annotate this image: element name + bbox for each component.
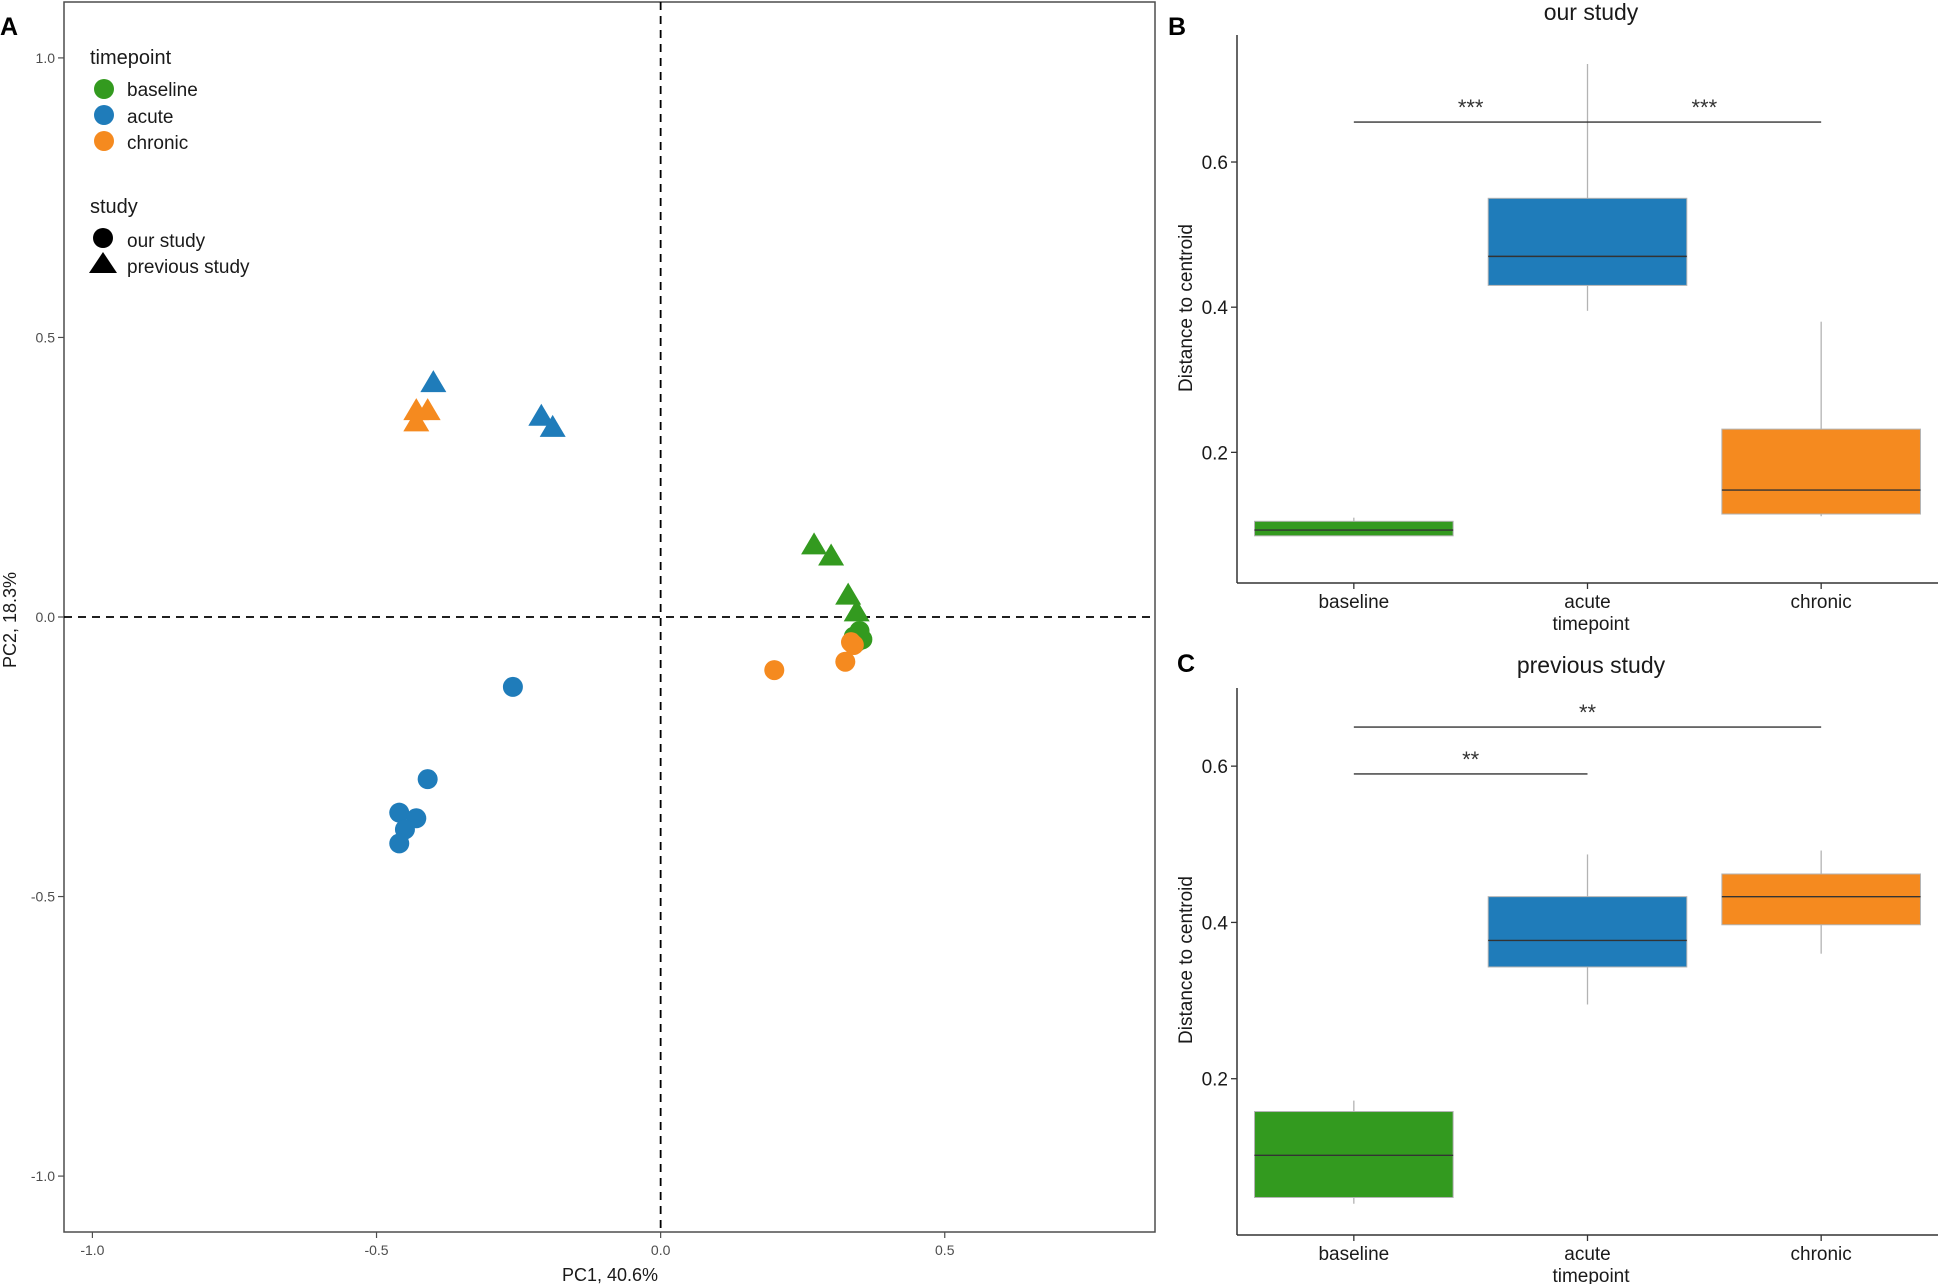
boxplot-c-box-chronic — [1721, 873, 1921, 926]
boxplot-b-box-baseline — [1254, 520, 1454, 537]
legend-circle-shape-icon — [93, 228, 113, 248]
boxplot-c-x-tick-label: baseline — [1318, 1244, 1389, 1265]
boxplot-b-y-tick-label: 0.2 — [1202, 443, 1228, 464]
pca-point-acute-circle — [502, 676, 523, 697]
legend-triangle-shape-icon — [89, 252, 117, 273]
pca-point-chronic-triangle — [414, 398, 441, 421]
boxplot-b-body: 0.2 0.4 0.6 baseline acute chronic *** *** — [1202, 35, 1938, 613]
pca-point-chronic-circle — [764, 660, 785, 681]
pca-x-tick-label: 0.0 — [651, 1242, 671, 1258]
boxplot-b-x-tick-label: baseline — [1318, 592, 1389, 613]
legend-previous-study-label: previous study — [127, 257, 250, 278]
boxplot-c-x-tick-label: chronic — [1791, 1244, 1852, 1265]
pca-point-chronic-circle — [835, 651, 856, 672]
pca-y-tick-label: -0.5 — [31, 889, 55, 905]
boxplot-c-box-acute — [1487, 896, 1688, 968]
boxplot-c-x-tick-label: acute — [1564, 1244, 1610, 1265]
legend-study-title: study — [90, 196, 138, 218]
legend-acute-label: acute — [127, 107, 173, 128]
boxplot-b-box-chronic — [1721, 428, 1921, 515]
boxplot-b-y-title: Distance to centroid — [1176, 224, 1197, 392]
pca-y-tick-label: 0.5 — [36, 329, 56, 345]
pca-x-axis-title: PC1, 40.6% — [562, 1265, 658, 1284]
pca-point-acute-triangle — [528, 403, 555, 426]
pca-point-acute-triangle — [420, 370, 447, 393]
pca-point-baseline-triangle — [835, 582, 862, 605]
boxplot-b-title: our study — [1544, 0, 1639, 25]
boxplot-c-y-tick-label: 0.6 — [1202, 757, 1228, 778]
pca-points — [389, 370, 873, 854]
pca-y-axis-title: PC2, 18.3% — [0, 572, 20, 668]
legend-timepoint-title: timepoint — [90, 47, 172, 69]
boxplot-b-box-acute — [1487, 197, 1688, 286]
boxplot-c-title: previous study — [1517, 652, 1666, 678]
boxplot-c-y-tick-label: 0.2 — [1202, 1070, 1228, 1091]
legend-baseline-swatch — [94, 79, 114, 99]
boxplot-our-study: our study 0.2 0.4 0.6 baseline acute chronic *… — [1176, 0, 1938, 635]
boxplot-c-x-title: timepoint — [1552, 1266, 1630, 1284]
boxplot-previous-study: previous study 0.2 0.4 0.6 baseline acute chr… — [1176, 652, 1938, 1284]
boxplot-b-x-tick-label: chronic — [1791, 592, 1852, 613]
pca-x-tick-label: 0.5 — [935, 1242, 955, 1258]
boxplot-b-y-tick-label: 0.6 — [1202, 153, 1228, 174]
legend-acute-swatch — [94, 105, 114, 125]
pca-y-tick-label: -1.0 — [31, 1168, 55, 1184]
legend-chronic-label: chronic — [127, 133, 188, 154]
boxplot-c-box-baseline — [1254, 1111, 1454, 1198]
boxplot-b-significance-label: *** — [1691, 95, 1717, 120]
panel-letter-a: A — [0, 13, 18, 41]
boxplot-c-y-tick-label: 0.4 — [1202, 913, 1229, 934]
panel-letter-c: C — [1177, 650, 1195, 678]
pca-y-tick-label: 0.0 — [36, 609, 56, 625]
panel-letter-b: B — [1168, 13, 1186, 41]
pca-point-chronic-triangle — [403, 409, 430, 432]
pca-scatter-plot: -1.0 -0.5 0.0 0.5 -1.0 -0.5 0.0 0.5 1.0 PC1, 40.… — [0, 1, 1156, 1284]
pca-x-tick-label: -1.0 — [80, 1242, 104, 1258]
pca-point-acute-circle — [389, 833, 410, 854]
pca-point-chronic-circle — [840, 632, 861, 653]
pca-point-baseline-triangle — [801, 532, 828, 555]
pca-point-acute-circle — [389, 802, 410, 823]
boxplot-c-body: 0.2 0.4 0.6 baseline acute chronic ** ** — [1202, 688, 1938, 1265]
pca-axis-ticks: -1.0 -0.5 0.0 0.5 -1.0 -0.5 0.0 0.5 1.0 — [31, 50, 955, 1258]
boxplot-b-x-title: timepoint — [1552, 614, 1630, 635]
pca-y-tick-label: 1.0 — [36, 50, 56, 66]
pca-point-baseline-triangle — [818, 543, 845, 566]
boxplot-b-y-tick-label: 0.4 — [1202, 298, 1229, 319]
pca-point-baseline-triangle — [843, 599, 870, 622]
boxplot-b-significance-label: *** — [1458, 95, 1484, 120]
pca-point-acute-triangle — [539, 414, 566, 437]
boxplot-b-x-tick-label: acute — [1564, 592, 1610, 613]
pca-point-acute-circle — [417, 769, 438, 790]
legend-baseline-label: baseline — [127, 80, 198, 101]
boxplot-c-significance-label: ** — [1579, 700, 1597, 725]
pca-legend: timepoint baseline acute chronic study o… — [89, 47, 250, 278]
boxplot-c-significance-label: ** — [1462, 747, 1480, 772]
legend-chronic-swatch — [94, 131, 114, 151]
pca-reference-lines — [64, 2, 1155, 1232]
pca-x-tick-label: -0.5 — [364, 1242, 388, 1258]
legend-our-study-label: our study — [127, 231, 206, 252]
boxplot-c-y-title: Distance to centroid — [1176, 876, 1197, 1044]
